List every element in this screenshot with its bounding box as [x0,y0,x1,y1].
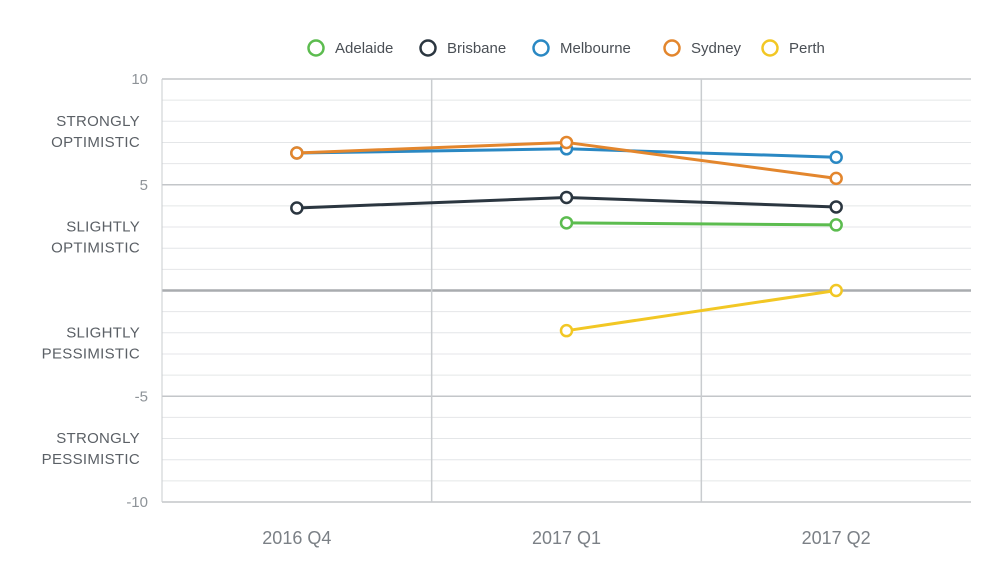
x-tick-label: 2016 Q4 [262,528,331,548]
data-point[interactable] [829,200,843,214]
legend-label: Adelaide [335,40,393,57]
legend-swatch-icon [307,39,325,57]
data-point[interactable] [829,171,843,186]
zone-label: SLIGHTLY [66,324,140,341]
series-lines [290,135,843,338]
data-point[interactable] [559,323,574,338]
zone-label: PESSIMISTIC [42,451,140,468]
data-point[interactable] [829,283,843,298]
legend-label: Melbourne [560,40,631,57]
series-adelaide [559,216,843,232]
data-point[interactable] [559,190,574,205]
legend-swatch-icon [419,39,437,57]
legend-label: Sydney [691,40,742,57]
data-point[interactable] [559,216,574,230]
series-sydney [290,135,843,186]
legend-item-sydney[interactable]: Sydney [663,39,742,57]
data-point[interactable] [290,146,304,160]
series-line [566,289,837,333]
zone-label: PESSIMISTIC [42,345,140,362]
data-point[interactable] [559,135,574,150]
y-tick-label: -5 [135,388,148,405]
legend-item-melbourne[interactable]: Melbourne [532,39,631,57]
data-point[interactable] [290,201,304,215]
legend-item-adelaide[interactable]: Adelaide [307,39,394,57]
legend-label: Brisbane [447,40,506,57]
y-axis-tick-labels: 10 5 -5 -10 [126,71,148,511]
legend-item-brisbane[interactable]: Brisbane [419,39,507,57]
zone-label: OPTIMISTIC [51,134,140,151]
zone-label: OPTIMISTIC [51,240,140,257]
data-point[interactable] [829,218,843,232]
legend-label: Perth [789,40,825,57]
zone-label: SLIGHTLY [66,219,140,236]
x-axis-tick-labels: 2016 Q4 2017 Q1 2017 Q2 [262,528,870,548]
sentiment-zone-labels: STRONGLY OPTIMISTIC SLIGHTLY OPTIMISTIC SLIG… [42,113,140,468]
y-tick-label: 5 [140,177,148,194]
y-tick-label: 10 [131,71,148,88]
data-point[interactable] [829,150,843,165]
y-tick-label: -10 [126,494,148,511]
series-line [566,221,837,227]
x-tick-label: 2017 Q1 [532,528,601,548]
series-brisbane [290,190,843,215]
legend-swatch-icon [532,39,550,57]
legend[interactable]: Adelaide Brisbane Melbourne Sydney Perth [307,39,825,57]
zone-label: STRONGLY [56,113,140,130]
x-tick-label: 2017 Q2 [802,528,871,548]
series-perth [559,283,843,338]
legend-item-perth[interactable]: Perth [761,39,825,57]
legend-swatch-icon [663,39,681,57]
legend-swatch-icon [761,39,779,57]
zone-label: STRONGLY [56,430,140,447]
